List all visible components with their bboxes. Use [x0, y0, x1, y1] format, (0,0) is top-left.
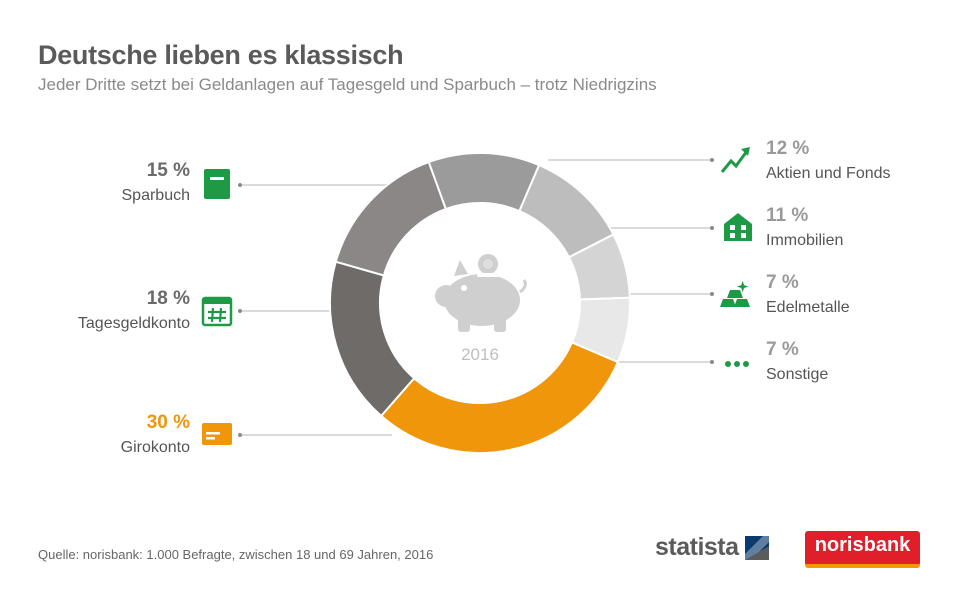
- calendar-icon: [201, 296, 233, 327]
- label-girokonto: 30 % Girokonto: [30, 410, 190, 460]
- book-icon: [204, 169, 230, 199]
- pct-immobilien: 11 %: [766, 205, 809, 226]
- slice-tagesgeldkonto: [329, 260, 416, 418]
- connector-dot-aktien: [710, 158, 714, 162]
- label-immobilien: 11 % Immobilien: [766, 203, 960, 253]
- pct-sparbuch: 15 %: [146, 160, 190, 181]
- name-tagesgeldkonto: Tagesgeldkonto: [77, 315, 190, 332]
- label-aktien: 12 % Aktien und Fonds: [766, 136, 960, 186]
- trend-up-icon: [720, 147, 750, 173]
- connector-lines: [238, 158, 714, 437]
- name-aktien: Aktien und Fonds: [766, 165, 891, 182]
- connector-dot-tagesgeldkonto: [238, 309, 242, 313]
- name-edelmetalle: Edelmetalle: [766, 299, 850, 316]
- connector-dot-girokonto: [238, 433, 242, 437]
- source-note: Quelle: norisbank: 1.000 Befragte, zwisc…: [38, 547, 434, 562]
- name-sparbuch: Sparbuch: [121, 187, 191, 204]
- connector-dot-sparbuch: [238, 183, 242, 187]
- label-edelmetalle: 7 % Edelmetalle: [766, 270, 960, 320]
- card-icon: [202, 423, 232, 445]
- norisbank-logo: [805, 531, 920, 566]
- connector-dot-immobilien: [710, 226, 714, 230]
- norisbank-logo-text: norisbank: [814, 534, 911, 556]
- name-immobilien: Immobilien: [766, 232, 844, 249]
- center-year-label: 2016: [461, 345, 499, 364]
- pct-edelmetalle: 7 %: [766, 272, 799, 293]
- name-girokonto: Girokonto: [120, 439, 190, 456]
- pct-aktien: 12 %: [766, 138, 810, 159]
- name-sonstige: Sonstige: [766, 366, 829, 383]
- slice-girokonto: [379, 341, 620, 454]
- chart-subtitle: Jeder Dritte setzt bei Geldanlagen auf T…: [38, 75, 657, 94]
- donut-slices: [329, 152, 631, 454]
- slice-sparbuch: [334, 160, 448, 277]
- label-tagesgeldkonto: 18 % Tagesgeldkonto: [30, 286, 190, 336]
- dots-icon: [725, 361, 749, 367]
- piggy-bank-icon: [435, 254, 527, 332]
- label-sonstige: 7 % Sonstige: [766, 337, 960, 387]
- norisbank-underline: [805, 564, 920, 568]
- chart-title: Deutsche lieben es klassisch: [38, 40, 404, 70]
- pct-sonstige: 7 %: [766, 339, 799, 360]
- pct-girokonto: 30 %: [146, 412, 190, 433]
- gold-bars-icon: [720, 280, 750, 307]
- connector-dot-sonstige: [710, 360, 714, 364]
- statista-logo: statista: [655, 533, 739, 561]
- label-sparbuch: 15 % Sparbuch: [30, 158, 191, 208]
- statista-mark-icon: [745, 536, 769, 560]
- connector-dot-edelmetalle: [710, 292, 714, 296]
- pct-tagesgeldkonto: 18 %: [146, 288, 190, 309]
- house-icon: [724, 213, 752, 241]
